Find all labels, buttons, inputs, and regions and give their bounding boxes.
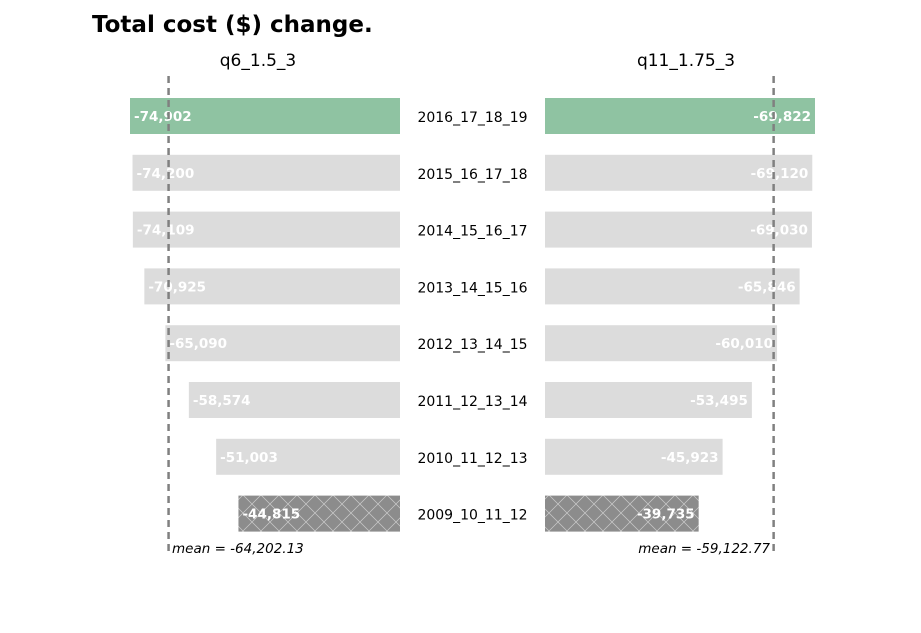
category-label: 2011_12_13_14 [417,394,527,410]
left-bar [132,211,401,248]
right-bar-value-label: -39,735 [637,507,695,523]
right-bar [545,438,723,475]
left-bar [165,325,400,362]
right-bar-value-label: -53,495 [690,393,748,409]
left-bar [132,154,400,191]
left-bar [130,98,400,134]
right-bar [545,268,800,305]
category-labels-group: 2016_17_18_19 2015_16_17_18 2014_15_16_17 2… [417,110,527,524]
left-bar [216,438,400,475]
left-bar-value-label: -65,090 [169,336,227,352]
right-panel-title: q11_1.75_3 [637,51,735,71]
category-label: 2014_15_16_17 [417,224,527,240]
right-bar [545,325,778,362]
right-bar [545,154,813,191]
chart-title: Total cost ($) change. [92,12,373,38]
category-label: 2012_13_14_15 [417,337,527,353]
right-bar [545,98,815,134]
category-label: 2013_14_15_16 [417,280,527,296]
left-bar-value-label: -70,925 [148,279,206,295]
right-bar-value-label: -60,010 [715,336,773,352]
left-bar-value-label: -51,003 [220,450,278,466]
right-bar [545,495,699,532]
left-panel-title: q6_1.5_3 [220,51,296,71]
right-bar-value-label: -65,846 [738,279,796,295]
category-label: 2016_17_18_19 [417,110,527,126]
left-bar [188,382,400,418]
left-bar-value-label: -44,815 [242,507,300,523]
left-bar [144,268,400,305]
left-bar-value-label: -74,200 [137,166,195,182]
right-bars-group: -69,822 -69,120 -69,030 -65,846 -60,010 -53,4… [545,98,815,532]
category-label: 2015_16_17_18 [417,167,527,183]
left-bar-value-label: -74,109 [137,223,195,239]
right-mean-label: mean = -59,122.77 [638,541,770,557]
right-bar-value-label: -69,120 [751,166,809,182]
right-bar-value-label: -69,822 [753,109,811,125]
category-label: 2009_10_11_12 [417,508,527,524]
right-bar-value-label: -45,923 [661,450,719,466]
left-bars-group: -74,902 -74,200 -74,109 -70,925 -65,090 -58,5… [130,98,401,532]
right-bar-value-label: -69,030 [750,223,808,239]
right-bar [545,382,752,418]
right-bar [545,211,812,248]
left-bar [238,495,400,532]
left-bar-value-label: -74,902 [134,109,192,125]
left-mean-label: mean = -64,202.13 [172,541,304,557]
left-bar-value-label: -58,574 [193,393,251,409]
category-label: 2010_11_12_13 [417,451,527,467]
